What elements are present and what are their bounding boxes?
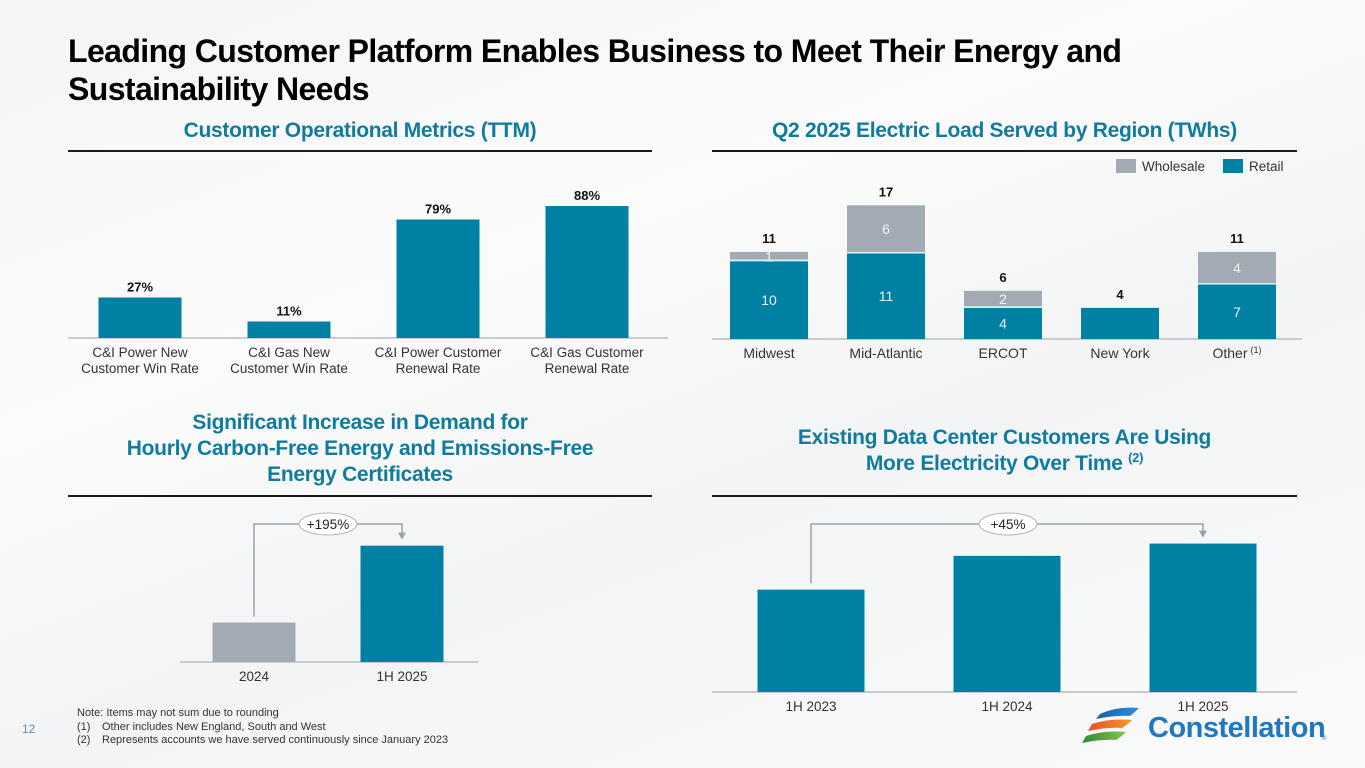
legend-label: Wholesale: [1142, 159, 1205, 174]
legend-label: Retail: [1249, 159, 1284, 174]
bar-segment-retail: [847, 253, 925, 339]
segment-label: 2: [999, 291, 1007, 307]
bar: [545, 206, 629, 338]
bar: [360, 545, 444, 662]
slide-title: Leading Customer Platform Enables Busine…: [68, 33, 1122, 107]
data-center-usage-title-line: Existing Data Center Customers Are Using: [797, 426, 1212, 449]
legend-swatch-retail: [1223, 159, 1243, 173]
x-tick-label: 2024: [239, 669, 270, 684]
x-tick-label: Other (1): [1212, 345, 1261, 361]
x-tick-label: Renewal Rate: [396, 361, 481, 376]
data-label: 79%: [425, 202, 451, 217]
x-tick-label: C&I Power Customer: [375, 345, 502, 360]
growth-label: +195%: [307, 517, 349, 532]
bar-segment-wholesale: [847, 205, 925, 252]
data-center-usage-title-line: More Electricity Over Time (2): [865, 450, 1144, 475]
x-tick-label: 1H 2025: [1177, 699, 1228, 714]
segment-label: 7: [1233, 304, 1241, 320]
data-center-usage-rule: [712, 495, 1297, 497]
logo-registered: ®: [1322, 736, 1327, 742]
data-center-usage-title: Existing Data Center Customers Are Using…: [712, 425, 1297, 477]
electric-load-title: Q2 2025 Electric Load Served by Region (…: [772, 119, 1237, 142]
carbon-free-demand-rule: [68, 495, 652, 497]
bar-segment-retail: [1198, 284, 1276, 339]
carbon-free-demand-title-line: Energy Certificates: [267, 463, 453, 486]
bar-segment-retail: [730, 261, 808, 339]
x-tick-label: C&I Gas Customer: [530, 345, 644, 360]
x-tick-label: Midwest: [743, 345, 794, 361]
carbon-free-demand-title-line: Hourly Carbon-Free Energy and Emissions-…: [126, 437, 594, 460]
growth-badge: [298, 512, 358, 536]
growth-label: +45%: [991, 517, 1026, 532]
legend-swatch-wholesale: [1116, 159, 1136, 173]
data-label: 27%: [127, 280, 153, 295]
total-label: 4: [1116, 287, 1124, 302]
segment-label: 11: [879, 288, 894, 304]
data-label: 88%: [574, 188, 600, 203]
footnote-marker: (2): [1128, 450, 1144, 465]
segment-label: 4: [999, 315, 1007, 331]
total-label: 17: [879, 184, 893, 199]
bar-segment-wholesale: [964, 290, 1042, 307]
bar: [212, 622, 296, 662]
logo-wordmark: Constellation: [1148, 712, 1326, 744]
total-label: 11: [762, 231, 776, 246]
bar: [757, 589, 865, 692]
total-label: 11: [1230, 231, 1244, 246]
page-number: 12: [22, 722, 36, 736]
bar: [953, 555, 1061, 692]
x-tick-label: 1H 2024: [981, 699, 1033, 714]
x-tick-label: New York: [1090, 345, 1150, 361]
logo-swoosh-icon: [1082, 707, 1139, 743]
total-label: 6: [999, 270, 1006, 285]
bar: [98, 297, 182, 338]
x-tick-label: Customer Win Rate: [81, 361, 199, 376]
electric-load-rule: [712, 150, 1297, 152]
x-tick-label: 1H 2025: [376, 669, 427, 684]
growth-badge: [978, 512, 1038, 536]
footnote-note: Note: Items may not sum due to rounding: [77, 707, 279, 719]
x-tick-label: Renewal Rate: [545, 361, 630, 376]
data-label: 11%: [276, 304, 302, 319]
footnote-marker: (1): [1251, 345, 1262, 355]
x-tick-label: ERCOT: [979, 345, 1028, 361]
footnote-item: (2) Represents accounts we have served co…: [77, 734, 449, 746]
x-tick-label: Mid-Atlantic: [849, 345, 922, 361]
x-tick-label: C&I Gas New: [248, 345, 330, 360]
segment-label: 4: [1233, 260, 1241, 276]
x-tick-label: C&I Power New: [92, 345, 188, 360]
carbon-free-demand-chart: 2024 1H 2025 +195%: [180, 512, 478, 684]
bar: [247, 321, 331, 338]
bar-segment-wholesale: [730, 251, 808, 260]
x-tick-label: Customer Win Rate: [230, 361, 348, 376]
arrow-down-icon: [1199, 530, 1207, 538]
carbon-free-demand-title-line: Significant Increase in Demand for: [192, 411, 528, 434]
bar-segment-wholesale: [1198, 251, 1276, 284]
x-tick-label: 1H 2023: [785, 699, 836, 714]
segment-label: 6: [882, 221, 890, 237]
carbon-free-demand-title: Significant Increase in Demand for Hourl…: [68, 410, 652, 488]
footnotes: Note: Items may not sum due to rounding …: [77, 707, 448, 748]
footnote-item: (1) Other includes New England, South and…: [77, 720, 326, 733]
operational-metrics-rule: [68, 150, 652, 152]
electric-load-chart: Wholesale Retail10111Midwest11617Mid-Atla…: [712, 159, 1302, 361]
bar: [396, 219, 480, 338]
bar-segment-retail: [964, 307, 1042, 339]
arrow-down-icon: [398, 532, 406, 540]
bar: [1149, 543, 1257, 692]
data-center-usage-chart: 1H 2023 1H 2024 1H 2025 +45%: [712, 512, 1297, 714]
operational-metrics-title: Customer Operational Metrics (TTM): [183, 119, 537, 142]
constellation-logo: Constellation ®: [1082, 700, 1332, 750]
segment-label: 10: [761, 292, 777, 308]
segment-label: 1: [765, 248, 773, 264]
bar-segment-retail: [1081, 307, 1159, 339]
